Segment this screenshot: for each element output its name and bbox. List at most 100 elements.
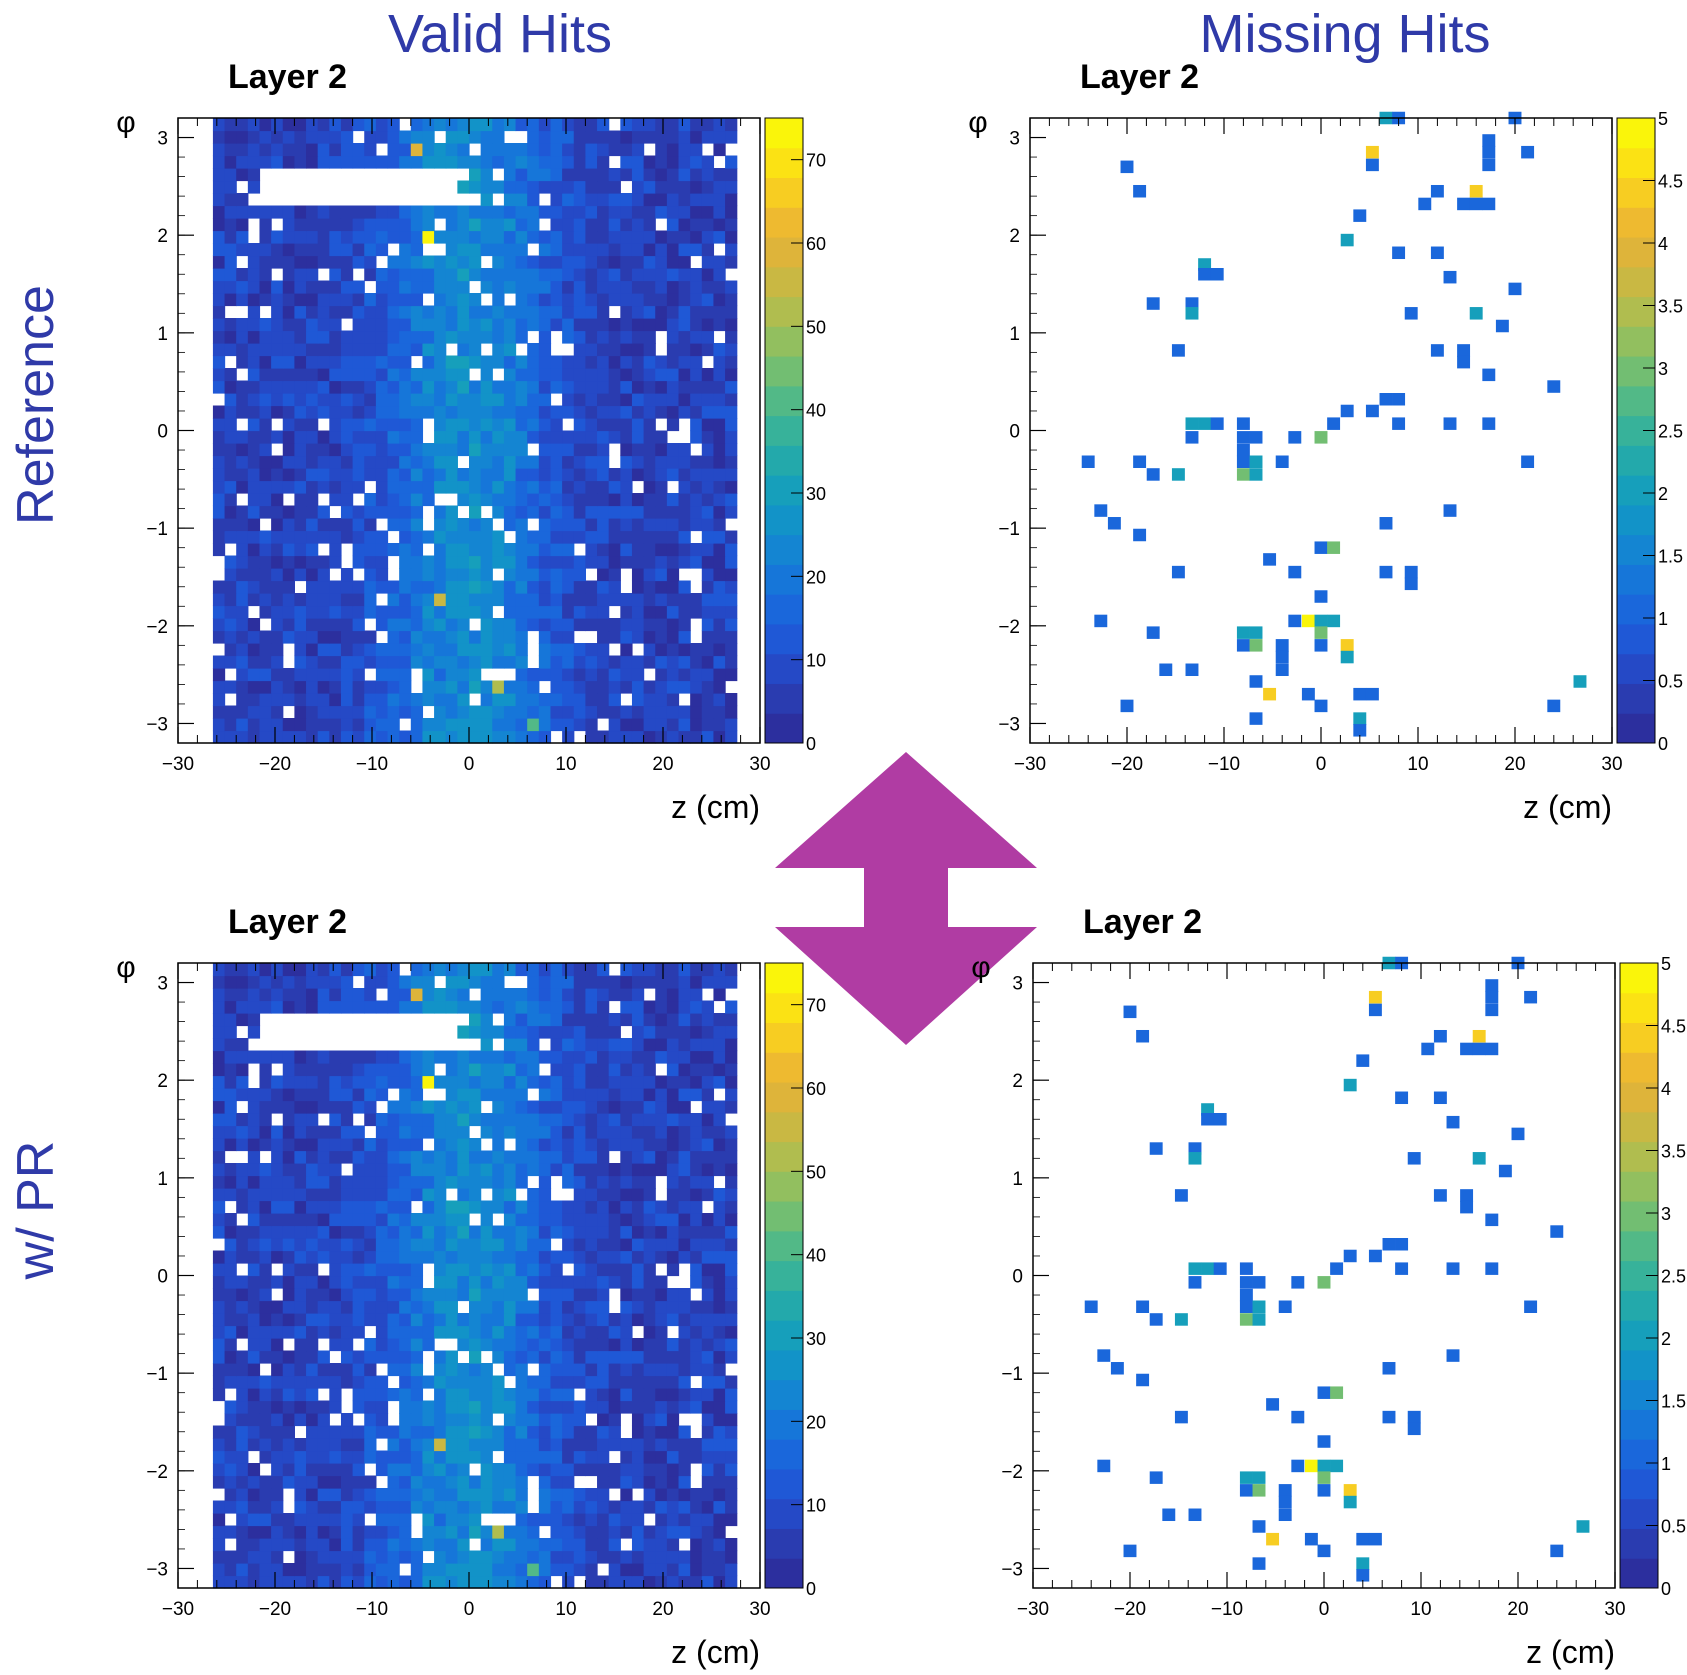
heatmap-bin xyxy=(364,1350,377,1364)
heatmap-bin xyxy=(434,988,447,1002)
heatmap-bin xyxy=(434,668,447,682)
heatmap-bin xyxy=(282,1300,295,1314)
heatmap-bin xyxy=(422,555,435,569)
heatmap-bin xyxy=(655,668,668,682)
heatmap-bin xyxy=(515,468,528,482)
heatmap-bin xyxy=(480,168,493,182)
heatmap-bin xyxy=(340,1300,354,1314)
heatmap-bin xyxy=(399,243,412,257)
heatmap-bin xyxy=(678,493,691,507)
heatmap-bin xyxy=(317,718,330,732)
heatmap-bin xyxy=(701,243,715,257)
heatmap-bin xyxy=(690,1538,703,1552)
heatmap-bin xyxy=(655,1213,668,1227)
heatmap-bin xyxy=(538,430,552,444)
heatmap-bin xyxy=(1482,197,1496,211)
heatmap-bin xyxy=(364,730,377,744)
heatmap-bin xyxy=(387,1163,400,1177)
heatmap-bin xyxy=(690,180,703,194)
heatmap-bin xyxy=(701,1525,715,1539)
heatmap-bin xyxy=(469,1075,482,1089)
heatmap-bin xyxy=(352,988,365,1002)
heatmap-bin xyxy=(212,205,226,219)
heatmap-bin xyxy=(212,1050,226,1064)
heatmap-bin xyxy=(410,963,424,977)
y-tick-label: −3 xyxy=(1001,1559,1023,1580)
heatmap-bin xyxy=(224,605,237,619)
heatmap-bin xyxy=(620,1188,633,1202)
heatmap-bin xyxy=(701,1213,715,1227)
heatmap-bin xyxy=(562,1563,575,1577)
heatmap-bin xyxy=(422,655,435,669)
heatmap-bin xyxy=(352,1188,365,1202)
heatmap-bin xyxy=(294,130,307,144)
heatmap-bin xyxy=(503,380,517,394)
colorbar-tick-label: 10 xyxy=(806,1496,826,1516)
heatmap-bin xyxy=(655,1350,668,1364)
heatmap-bin xyxy=(562,580,575,594)
heatmap-bin xyxy=(690,1088,703,1102)
heatmap-bin xyxy=(655,1338,668,1352)
heatmap-bin xyxy=(666,1200,680,1214)
heatmap-bin xyxy=(620,1450,633,1464)
heatmap-bin xyxy=(655,1575,668,1589)
heatmap-bin xyxy=(655,730,668,744)
heatmap-bin xyxy=(212,480,226,494)
heatmap-bin xyxy=(713,655,726,669)
heatmap-bin xyxy=(352,305,365,319)
heatmap-bin xyxy=(480,1475,493,1489)
heatmap-bin xyxy=(259,530,272,544)
heatmap-bin xyxy=(236,618,249,632)
heatmap-bin xyxy=(457,355,470,369)
heatmap-bin xyxy=(306,963,319,977)
heatmap-bin xyxy=(550,418,563,432)
heatmap-bin xyxy=(538,1300,552,1314)
heatmap-bin xyxy=(643,1138,656,1152)
heatmap-bin xyxy=(224,1300,237,1314)
heatmap-bin xyxy=(620,455,633,469)
heatmap-bin xyxy=(236,1463,249,1477)
heatmap-bin xyxy=(445,1063,458,1077)
heatmap-bin xyxy=(573,405,586,419)
heatmap-bin xyxy=(631,618,645,632)
heatmap-bin xyxy=(1395,1238,1409,1251)
heatmap-bin xyxy=(224,518,237,532)
heatmap-bin xyxy=(701,1563,715,1577)
heatmap-bin xyxy=(690,343,703,357)
heatmap-bin xyxy=(340,655,354,669)
heatmap-bin xyxy=(282,430,295,444)
heatmap-bin xyxy=(562,205,575,219)
heatmap-bin xyxy=(550,568,563,582)
heatmap-bin xyxy=(585,1050,598,1064)
heatmap-bin xyxy=(469,1063,482,1077)
heatmap-bin xyxy=(271,1375,284,1389)
heatmap-bin xyxy=(631,555,645,569)
heatmap-bin xyxy=(259,368,272,382)
heatmap-bin xyxy=(480,1500,493,1514)
heatmap-bin xyxy=(597,193,610,207)
heatmap-bin xyxy=(492,180,505,194)
heatmap-bin xyxy=(480,1400,493,1414)
heatmap-bin xyxy=(294,1500,307,1514)
heatmap-bin xyxy=(445,680,458,694)
heatmap-bin xyxy=(701,1088,715,1102)
heatmap-bin xyxy=(515,593,528,607)
heatmap-bin xyxy=(713,730,726,744)
heatmap-bin xyxy=(306,243,319,257)
heatmap-bin xyxy=(725,1250,738,1264)
colorbar-segment xyxy=(1617,534,1655,565)
heatmap-bin xyxy=(259,730,272,744)
heatmap-bin xyxy=(725,693,738,707)
heatmap-bin xyxy=(340,988,354,1002)
heatmap-bin xyxy=(259,1325,272,1339)
heatmap-bin xyxy=(538,155,552,169)
heatmap-bin xyxy=(655,1163,668,1177)
heatmap-bin xyxy=(410,255,424,269)
heatmap-bin xyxy=(259,318,272,332)
heatmap-bin xyxy=(585,168,598,182)
heatmap-bin xyxy=(457,305,470,319)
heatmap-bin xyxy=(271,1550,284,1564)
heatmap-bin xyxy=(329,1513,342,1527)
heatmap-bin xyxy=(585,355,598,369)
